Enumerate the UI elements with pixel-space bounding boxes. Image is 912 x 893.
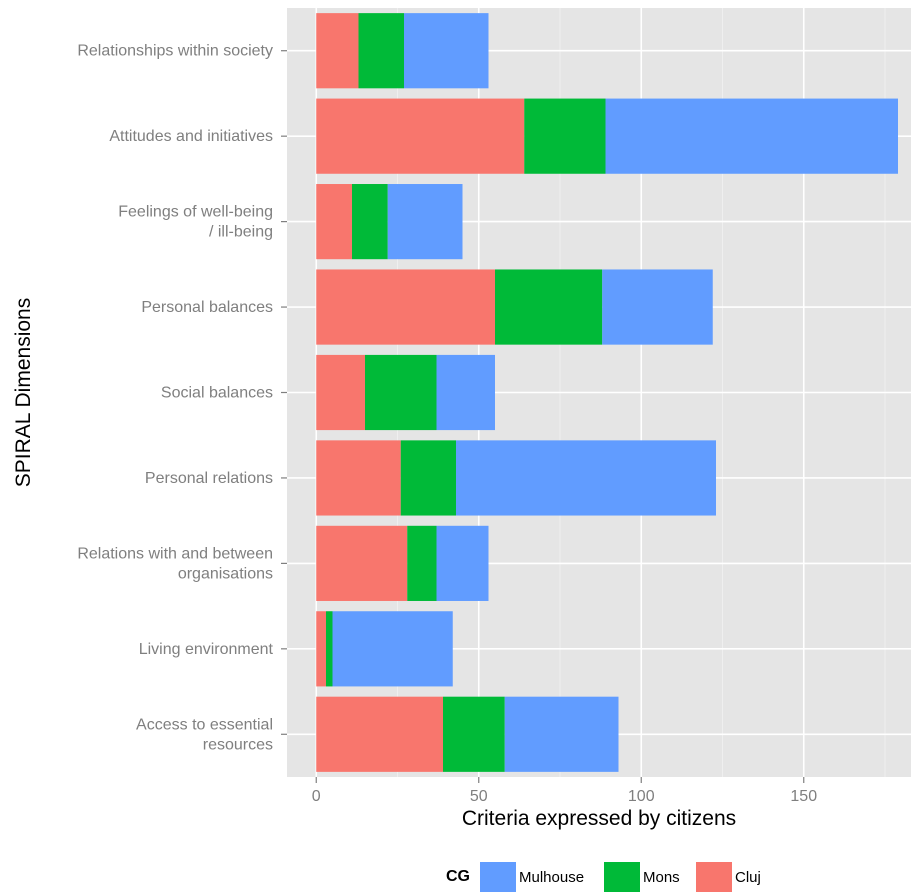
- y-tick-label: Feelings of well-being / ill-being: [118, 203, 273, 240]
- y-tick-label-line: Living environment: [139, 640, 274, 657]
- bar-segment-cluj: [316, 98, 525, 174]
- bar-segment-mulhouse: [504, 696, 619, 772]
- bar-segment-mulhouse: [436, 354, 495, 431]
- legend-label-cluj: Cluj: [735, 869, 761, 886]
- y-axis: Relationships within society Attitudes an…: [77, 42, 287, 753]
- y-tick-label-line: Attitudes and initiatives: [109, 128, 273, 145]
- bar-segment-mons: [365, 354, 437, 431]
- bar-segment-cluj: [316, 269, 495, 345]
- legend-swatch-mons: [604, 862, 640, 892]
- bars: [316, 13, 898, 772]
- y-tick-label: Living environment: [139, 640, 274, 657]
- bar-segment-cluj: [316, 13, 359, 89]
- bar-segment-mulhouse: [332, 611, 453, 687]
- bar-segment-mons: [524, 98, 606, 174]
- x-axis-title: Criteria expressed by citizens: [462, 807, 736, 830]
- bar-segment-cluj: [316, 611, 326, 687]
- y-tick-label: Social balances: [161, 384, 273, 401]
- y-tick-label-line: Feelings of well-being: [118, 203, 273, 220]
- bar-segment-cluj: [316, 696, 443, 772]
- bar-segment-mulhouse: [456, 440, 716, 516]
- y-tick-label: Attitudes and initiatives: [109, 128, 273, 145]
- legend-swatch-cluj: [696, 862, 732, 892]
- bar-segment-mulhouse: [387, 184, 463, 260]
- bar-segment-mons: [400, 440, 456, 516]
- x-axis: 0 50 100 150: [312, 777, 817, 805]
- bar-segment-mulhouse: [602, 269, 713, 345]
- bar-segment-cluj: [316, 525, 408, 601]
- legend-label-mulhouse: Mulhouse: [519, 869, 584, 886]
- bar-segment-mons: [443, 696, 505, 772]
- legend-swatch-mulhouse: [480, 862, 516, 892]
- y-tick-label-line: Social balances: [161, 384, 273, 401]
- x-tick-label: 150: [790, 788, 817, 805]
- x-tick-label: 0: [312, 788, 321, 805]
- y-tick-label-line: Personal balances: [141, 299, 273, 316]
- y-tick-label: Personal relations: [145, 469, 273, 486]
- bar-segment-mons: [358, 13, 404, 89]
- bar-segment-cluj: [316, 354, 365, 431]
- bar-segment-mons: [352, 184, 388, 260]
- y-tick-label-line: / ill-being: [209, 223, 273, 240]
- y-axis-title: SPIRAL Dimensions: [12, 298, 35, 487]
- y-tick-label-line: Access to essential: [136, 716, 273, 733]
- y-tick-label: Relations with and between organisations: [77, 545, 273, 582]
- legend-title: CG: [446, 868, 470, 885]
- bar-segment-mons: [407, 525, 437, 601]
- bar-segment-mulhouse: [605, 98, 898, 174]
- bar-segment-mons: [495, 269, 603, 345]
- bar-segment-cluj: [316, 440, 401, 516]
- y-tick-label-line: resources: [203, 736, 273, 753]
- legend-label-mons: Mons: [643, 869, 680, 886]
- x-tick-label: 100: [628, 788, 655, 805]
- y-tick-label: Access to essential resources: [136, 716, 273, 753]
- y-tick-label: Relationships within society: [77, 42, 273, 59]
- bar-segment-mulhouse: [404, 13, 489, 89]
- y-tick-label-line: organisations: [178, 565, 273, 582]
- legend: CG Mulhouse Mons Cluj: [446, 862, 761, 892]
- y-tick-label-line: Relations with and between: [77, 545, 273, 562]
- y-tick-label-line: Personal relations: [145, 469, 273, 486]
- x-tick-label: 50: [470, 788, 488, 805]
- bar-segment-mulhouse: [436, 525, 489, 601]
- bar-segment-mons: [326, 611, 333, 687]
- y-tick-label: Personal balances: [141, 299, 273, 316]
- bar-segment-cluj: [316, 184, 352, 260]
- y-tick-label-line: Relationships within society: [77, 42, 273, 59]
